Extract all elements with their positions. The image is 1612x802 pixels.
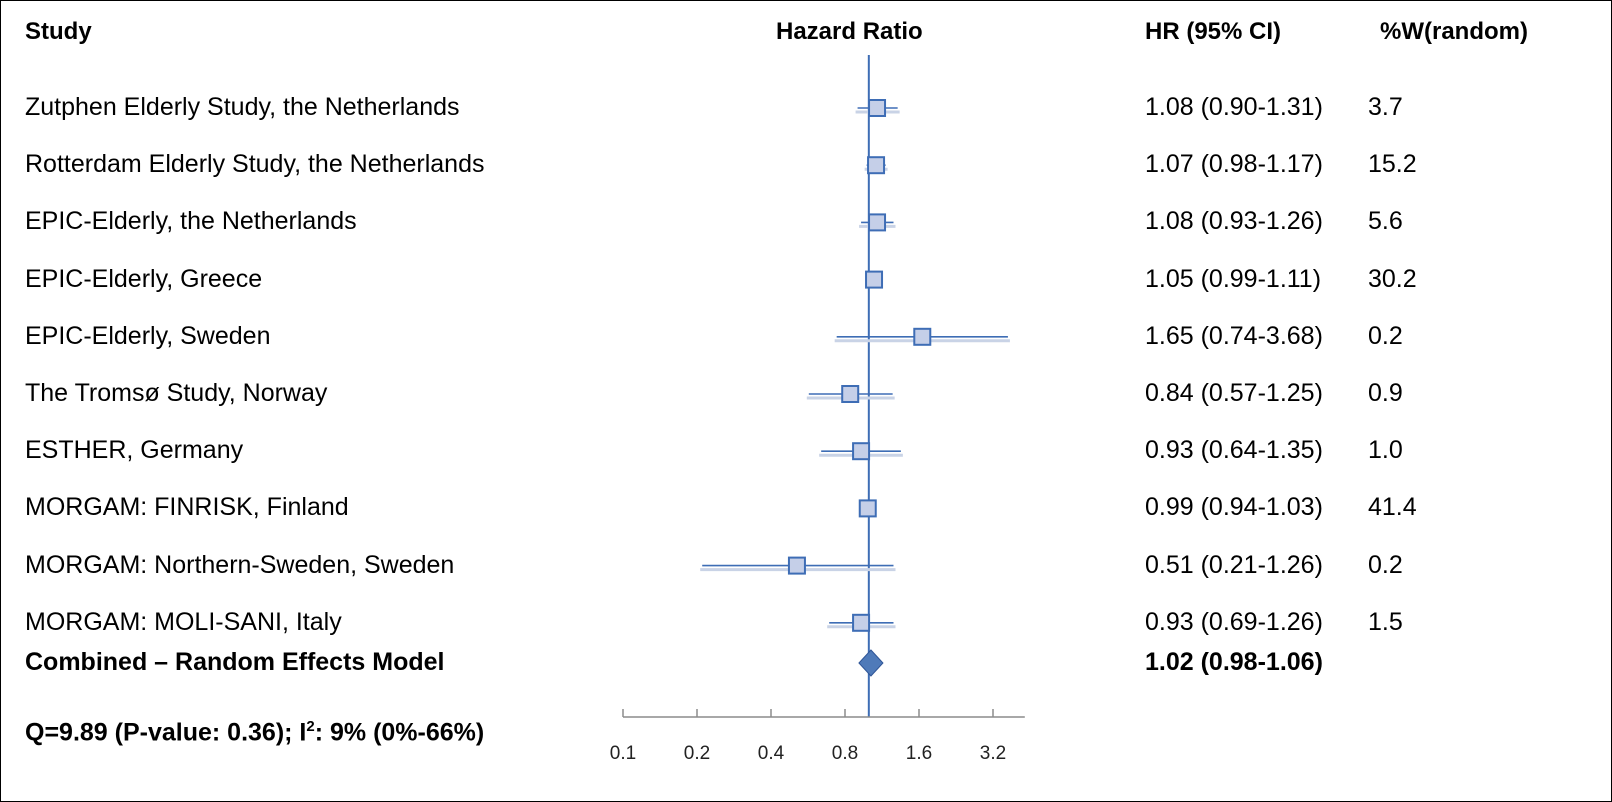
heterogeneity-superscript: 2 — [306, 718, 315, 735]
study-hr-ci: 0.84 (0.57-1.25) — [1145, 379, 1323, 407]
study-weight: 15.2 — [1368, 150, 1417, 179]
study-name: The Tromsø Study, Norway — [25, 379, 328, 407]
study-hr-ci: 0.99 (0.94-1.03) — [1145, 493, 1323, 522]
point-estimate-marker — [868, 99, 887, 117]
combined-hr-ci: 1.02 (0.98-1.06) — [1145, 648, 1323, 676]
study-weight: 3.7 — [1368, 93, 1403, 121]
study-name: ESTHER, Germany — [25, 436, 244, 465]
study-weight: 1.0 — [1368, 436, 1403, 465]
header-hazard-ratio: Hazard Ratio — [776, 18, 923, 45]
study-hr-ci: 1.07 (0.98-1.17) — [1145, 150, 1323, 179]
study-name: MORGAM: Northern-Sweden, Sweden — [25, 550, 455, 579]
x-tick-label: 3.2 — [980, 743, 1006, 764]
study-weight: 5.6 — [1368, 207, 1403, 236]
point-estimate-marker — [787, 556, 806, 575]
study-weight: 1.5 — [1368, 607, 1403, 636]
study-name: MORGAM: MOLI-SANI, Italy — [25, 607, 342, 636]
study-hr-ci: 1.08 (0.90-1.31) — [1145, 93, 1323, 121]
study-hr-ci: 0.51 (0.21-1.26) — [1145, 550, 1323, 579]
study-hr-ci: 0.93 (0.69-1.26) — [1145, 607, 1323, 636]
point-estimate-marker — [852, 613, 871, 632]
combined-label: Combined – Random Effects Model — [25, 648, 445, 676]
x-tick-label: 0.4 — [758, 743, 785, 764]
study-name: EPIC-Elderly, Sweden — [25, 321, 271, 350]
study-hr-ci: 1.08 (0.93-1.26) — [1145, 207, 1323, 236]
point-estimate-marker — [852, 442, 871, 461]
point-estimate-marker — [858, 499, 877, 518]
header-study: Study — [25, 18, 92, 45]
study-hr-ci: 1.05 (0.99-1.11) — [1145, 264, 1322, 293]
study-name: EPIC-Elderly, Greece — [25, 264, 263, 293]
point-estimate-marker — [867, 156, 886, 175]
study-name: MORGAM: FINRISK, Finland — [25, 493, 349, 522]
x-tick-label: 0.1 — [610, 743, 636, 764]
x-tick-label: 0.2 — [684, 743, 710, 764]
heterogeneity-prefix: Q=9.89 (P-value: 0.36); I — [25, 718, 307, 747]
heterogeneity-stats: Q=9.89 (P-value: 0.36); I2: 9% (0%-66%) — [25, 718, 484, 747]
point-estimate-marker — [865, 270, 884, 289]
study-name: EPIC-Elderly, the Netherlands — [25, 207, 357, 236]
study-hr-ci: 1.65 (0.74-3.68) — [1145, 321, 1323, 350]
study-weight: 41.4 — [1368, 493, 1417, 522]
point-estimate-marker — [913, 327, 932, 346]
combined-diamond — [858, 649, 884, 677]
point-estimate-marker — [868, 213, 887, 232]
study-name: Zutphen Elderly Study, the Netherlands — [25, 93, 460, 121]
x-tick-label: 1.6 — [906, 743, 932, 764]
study-hr-ci: 0.93 (0.64-1.35) — [1145, 436, 1323, 465]
heterogeneity-suffix: : 9% (0%-66%) — [314, 718, 485, 747]
study-name: Rotterdam Elderly Study, the Netherlands — [25, 150, 485, 179]
study-weight: 0.2 — [1368, 321, 1403, 350]
point-estimate-marker — [841, 385, 860, 403]
header-hr-ci: HR (95% CI) — [1145, 18, 1282, 45]
study-weight: 30.2 — [1368, 264, 1417, 293]
study-weight: 0.9 — [1368, 379, 1403, 407]
header-weight: %W(random) — [1380, 18, 1528, 45]
x-tick-label: 0.8 — [832, 743, 858, 764]
study-weight: 0.2 — [1368, 550, 1403, 579]
